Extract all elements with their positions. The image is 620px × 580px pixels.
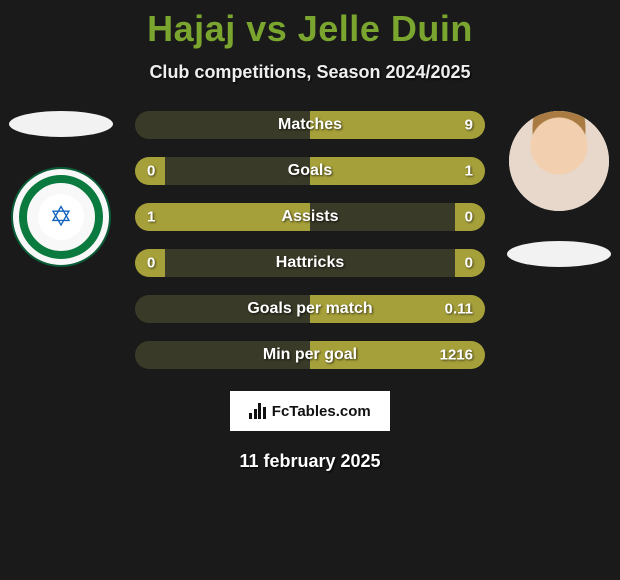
stat-label: Matches — [278, 116, 342, 134]
left-name-oval — [9, 111, 113, 137]
right-name-oval — [507, 241, 611, 267]
stat-value-right: 1 — [465, 163, 473, 180]
stat-value-left: 0 — [147, 255, 155, 272]
brand-badge[interactable]: FcTables.com — [230, 391, 390, 431]
stat-value-left: 0 — [147, 163, 155, 180]
stat-value-right: 0 — [465, 209, 473, 226]
comparison-area: ✡ 9 Matches 0 1 Goals 1 0 Assists 0 0 Hattricks 0.1… — [0, 111, 620, 369]
stat-value-right: 9 — [465, 117, 473, 134]
stat-label: Min per goal — [263, 346, 357, 364]
stat-row: 0.11 Goals per match — [135, 295, 485, 323]
left-club-badge: ✡ — [11, 167, 111, 267]
subtitle: Club competitions, Season 2024/2025 — [0, 62, 620, 83]
vs-label: vs — [246, 8, 298, 49]
stat-row: 0 1 Goals — [135, 157, 485, 185]
stat-row: 0 0 Hattricks — [135, 249, 485, 277]
page-title: Hajaj vs Jelle Duin — [0, 0, 620, 50]
stat-value-right: 0 — [465, 255, 473, 272]
stat-label: Goals — [288, 162, 332, 180]
stat-bars: 9 Matches 0 1 Goals 1 0 Assists 0 0 Hattricks 0.11 G… — [135, 111, 485, 369]
player-right-name: Jelle Duin — [298, 8, 473, 49]
stat-row: 9 Matches — [135, 111, 485, 139]
stat-label: Assists — [282, 208, 339, 226]
stat-value-right: 1216 — [440, 347, 473, 364]
player-face-icon — [509, 111, 609, 211]
stat-value-left: 1 — [147, 209, 155, 226]
brand-bars-icon — [249, 403, 266, 419]
stat-label: Goals per match — [247, 300, 372, 318]
player-left-name: Hajaj — [147, 8, 236, 49]
stat-row: 1216 Min per goal — [135, 341, 485, 369]
club-badge-icon: ✡ — [13, 169, 109, 265]
right-player-column — [504, 111, 614, 267]
stat-value-right: 0.11 — [445, 301, 473, 318]
stat-row: 1 0 Assists — [135, 203, 485, 231]
brand-text: FcTables.com — [272, 403, 371, 420]
stat-fill-right — [310, 157, 485, 185]
left-player-column: ✡ — [6, 111, 116, 267]
right-player-avatar — [509, 111, 609, 211]
stat-label: Hattricks — [276, 254, 344, 272]
footer-date: 11 february 2025 — [0, 451, 620, 472]
